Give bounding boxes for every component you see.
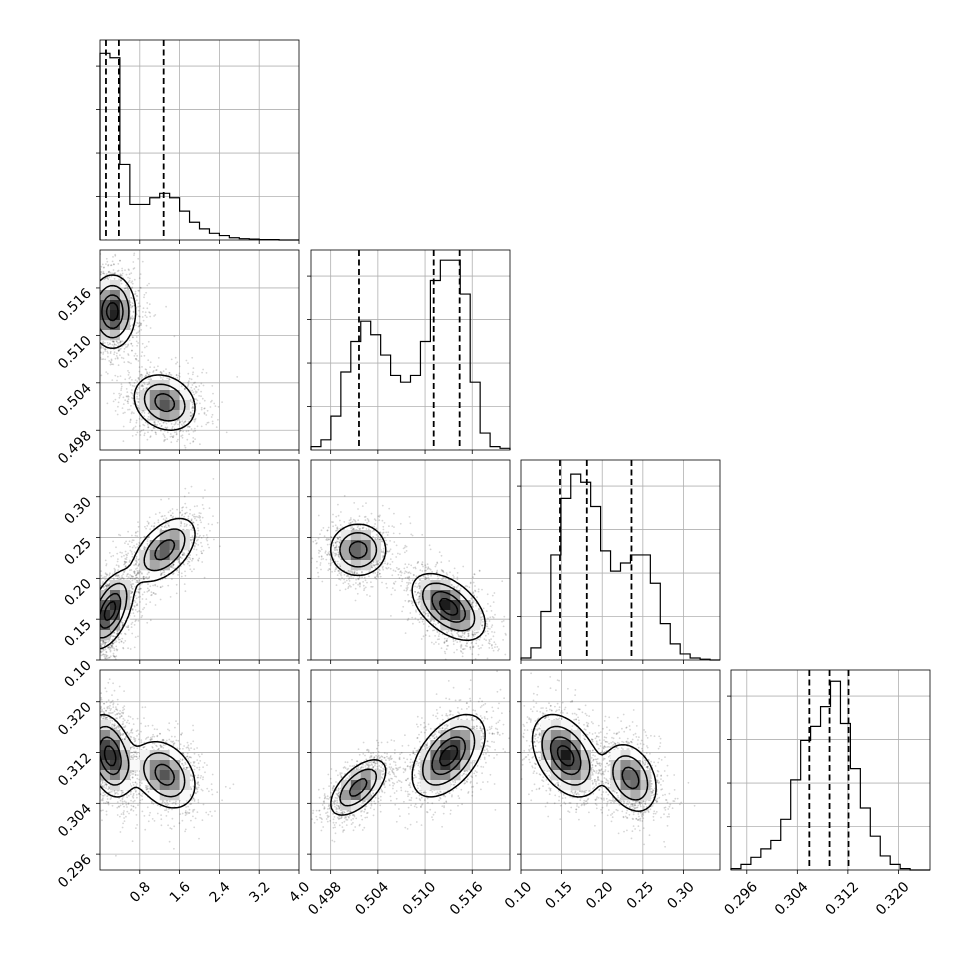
scatter-points bbox=[521, 672, 696, 848]
x-axis-3: 0.296 0.304 0.312 0.320 bbox=[721, 870, 913, 919]
density-layer bbox=[100, 670, 299, 870]
grid-lines bbox=[311, 670, 510, 870]
density-cells bbox=[340, 720, 481, 811]
hist-panel-2 bbox=[517, 459, 721, 661]
x-tick-label: 3.2 bbox=[246, 879, 273, 906]
x-tick-label: 0.304 bbox=[772, 879, 812, 919]
contour-line bbox=[339, 725, 476, 807]
histogram-bars bbox=[730, 680, 930, 871]
density-cells bbox=[340, 530, 481, 631]
hist-panel-1 bbox=[307, 249, 511, 451]
axes-frame bbox=[520, 669, 721, 871]
contour-line bbox=[438, 744, 459, 767]
x-tick-label: 0.296 bbox=[721, 879, 761, 919]
y-tick-label: 0.10 bbox=[61, 658, 94, 691]
contour-line bbox=[438, 597, 459, 616]
contour-line bbox=[348, 540, 466, 623]
contour-line bbox=[330, 523, 486, 642]
scatter-panel-1-0 bbox=[99, 249, 300, 451]
y-tick-label: 0.504 bbox=[55, 380, 95, 420]
x-tick-label: 0.504 bbox=[352, 879, 392, 919]
x-tick-label: 0.25 bbox=[624, 879, 657, 912]
density-cells bbox=[100, 720, 190, 801]
density-layer bbox=[521, 670, 720, 870]
axes-frame bbox=[310, 249, 511, 451]
x-tick-label: 0.498 bbox=[305, 879, 345, 919]
y-tick-label: 0.510 bbox=[55, 333, 95, 373]
axes-frame bbox=[99, 459, 300, 661]
scatter-panel-2-1 bbox=[310, 459, 511, 661]
contour-line bbox=[100, 274, 196, 431]
contour-line bbox=[100, 736, 175, 786]
x-tick-label: 0.30 bbox=[664, 879, 697, 912]
contour-line bbox=[105, 301, 119, 322]
y-tick-label: 0.312 bbox=[55, 750, 95, 790]
histogram-bars bbox=[310, 259, 511, 450]
scatter-panel-3-0 bbox=[99, 669, 300, 871]
contour-line bbox=[100, 517, 196, 650]
y-axis-1: 0.498 0.504 0.510 0.516 bbox=[55, 285, 100, 467]
axes-frame bbox=[99, 39, 300, 241]
contour-line bbox=[541, 725, 649, 801]
x-tick-label: 1.6 bbox=[167, 879, 194, 906]
y-axis-2: 0.10 0.15 0.20 0.25 0.30 bbox=[61, 494, 311, 691]
axes-frame bbox=[310, 459, 511, 661]
density-layer bbox=[100, 250, 299, 450]
x-tick-label: 0.320 bbox=[873, 879, 913, 919]
density-layer bbox=[100, 460, 299, 660]
x-tick-label: 2.4 bbox=[207, 879, 234, 906]
y-tick-label: 0.516 bbox=[55, 285, 95, 325]
hist-panel-3 bbox=[727, 669, 931, 871]
hist-panel-0 bbox=[96, 39, 300, 241]
x-axis-1: 0.498 0.504 0.510 0.516 bbox=[305, 450, 487, 919]
grid-lines bbox=[100, 40, 299, 240]
x-tick-label: 0.516 bbox=[447, 879, 487, 919]
contour-line bbox=[100, 284, 186, 422]
contour-line bbox=[103, 600, 117, 622]
grid-lines bbox=[311, 250, 510, 450]
y-tick-label: 0.15 bbox=[61, 617, 94, 650]
contour-line bbox=[100, 725, 186, 798]
y-tick-label: 0.304 bbox=[55, 801, 95, 841]
x-tick-label: 0.15 bbox=[543, 879, 576, 912]
axes-frame bbox=[99, 669, 300, 871]
y-tick-label: 0.25 bbox=[61, 535, 94, 568]
contour-line bbox=[330, 713, 486, 816]
density-layer bbox=[311, 670, 510, 870]
scatter-panel-2-0 bbox=[99, 459, 300, 661]
contour-line bbox=[100, 528, 186, 639]
axes-frame bbox=[730, 669, 931, 871]
histogram-bars bbox=[520, 473, 720, 661]
x-tick-label: 0.20 bbox=[583, 879, 616, 912]
axes-frame bbox=[99, 249, 300, 451]
grid-lines bbox=[521, 460, 720, 660]
scatter-points bbox=[311, 495, 507, 660]
contour-line bbox=[100, 713, 196, 809]
x-tick-label: 0.510 bbox=[400, 879, 440, 919]
contour-line bbox=[101, 294, 176, 413]
x-tick-label: 4.0 bbox=[286, 879, 313, 906]
x-tick-label: 0.312 bbox=[822, 879, 862, 919]
axes-frame bbox=[520, 459, 721, 661]
grid-lines bbox=[100, 250, 299, 450]
contour-line bbox=[556, 744, 575, 767]
y-tick-label: 0.498 bbox=[55, 428, 95, 468]
axes-frame bbox=[310, 669, 511, 871]
x-tick-label: 0.8 bbox=[127, 879, 154, 906]
scatter-panel-3-1 bbox=[310, 669, 511, 871]
y-tick-label: 0.20 bbox=[61, 576, 94, 609]
x-tick-label: 0.10 bbox=[502, 879, 535, 912]
y-tick-label: 0.30 bbox=[61, 494, 94, 527]
scatter-panel-3-2 bbox=[520, 669, 721, 871]
contour-line bbox=[103, 745, 117, 767]
contour-line bbox=[348, 736, 466, 797]
density-layer bbox=[311, 460, 510, 660]
contour-line bbox=[339, 531, 476, 632]
y-tick-label: 0.320 bbox=[55, 699, 95, 739]
y-tick-label: 0.296 bbox=[55, 852, 95, 892]
contour-line bbox=[531, 713, 657, 812]
histogram-bars bbox=[99, 52, 299, 241]
contour-line bbox=[549, 736, 640, 790]
